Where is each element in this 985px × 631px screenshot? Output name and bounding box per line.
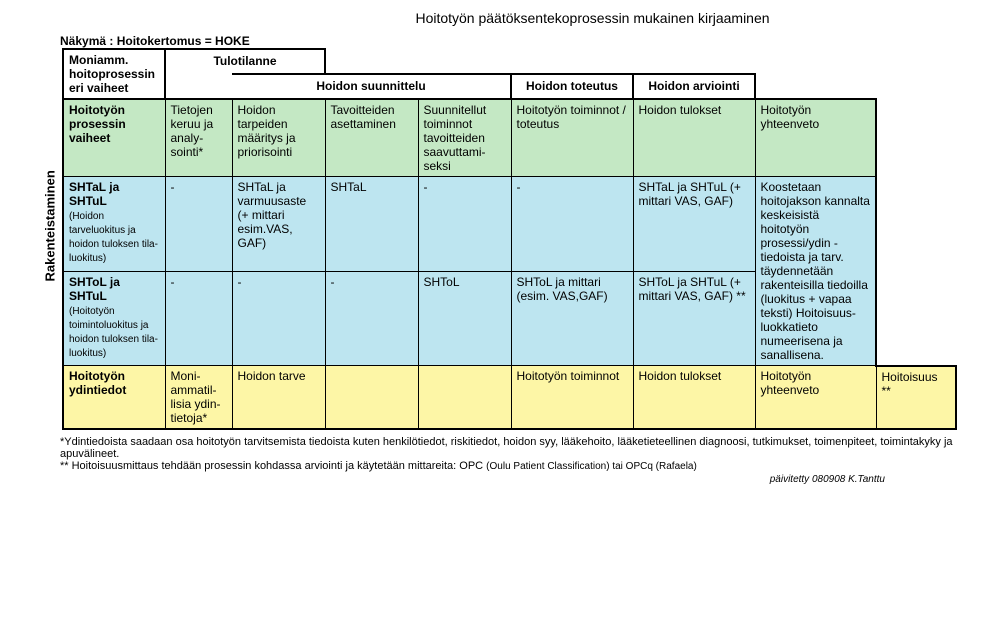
main-table: Moniamm. hoitoprosessin eri vaiheet Tulo…: [40, 48, 957, 430]
page-title: Hoitotyön päätöksentekoprosessin mukaine…: [220, 10, 965, 26]
r1-c5: Hoitotyön toiminnot / toteutus: [511, 99, 633, 177]
hdr-arviointi: Hoidon arviointi: [633, 74, 755, 99]
r1-c7: Hoitotyön yhteenveto: [755, 99, 876, 177]
hdr-moni: Moniamm. hoitoprosessin eri vaiheet: [63, 49, 165, 99]
footnote-2: ** Hoitoisuusmittaus tehdään prosessin k…: [60, 460, 965, 472]
updated-line: päivitetty 080908 K.Tanttu: [60, 474, 885, 485]
r3-c0: SHToL ja SHTuL (Hoitotyön toimintoluokit…: [63, 271, 165, 366]
r2-c2: SHTaL ja varmuusaste (+ mittari esim.VAS…: [232, 177, 325, 272]
r4-c2: Hoidon tarve: [232, 366, 325, 430]
r4-c8: Hoitoisuus **: [876, 366, 956, 430]
footnote-1: *Ydintiedoista saadaan osa hoitotyön tar…: [60, 436, 965, 460]
r3-c4: SHToL: [418, 271, 511, 366]
r2-c5: -: [511, 177, 633, 272]
r2-c6: SHTaL ja SHTuL (+ mittari VAS, GAF): [633, 177, 755, 272]
r2-c1: -: [165, 177, 232, 272]
side-label: Rakenteistaminen: [43, 261, 58, 281]
view-subtitle: Näkymä : Hoitokertomus = HOKE: [60, 34, 965, 48]
r1-c4: Suunnitellut toiminnot tavoitteiden saav…: [418, 99, 511, 177]
hdr-suunnittelu: Hoidon suunnittelu: [232, 74, 511, 99]
r4-c1: Moni-ammatil-lisia ydin-tietoja*: [165, 366, 232, 430]
r4-c5: Hoitotyön toiminnot: [511, 366, 633, 430]
r4-c4: [418, 366, 511, 430]
r3-c5: SHToL ja mittari (esim. VAS,GAF): [511, 271, 633, 366]
r23-merge: Koostetaan hoitojakson kannalta keskeisi…: [755, 177, 876, 366]
r1-c6: Hoidon tulokset: [633, 99, 755, 177]
r4-c7: Hoitotyön yhteenveto: [755, 366, 876, 430]
r1-c1: Tietojen keruu ja analy-sointi*: [165, 99, 232, 177]
r4-c6: Hoidon tulokset: [633, 366, 755, 430]
r2-c0: SHTaL ja SHTuL (Hoidon tarveluokitus ja …: [63, 177, 165, 272]
hdr-tulo: Tulotilanne: [165, 49, 325, 74]
r4-c3: [325, 366, 418, 430]
r2-c3: SHTaL: [325, 177, 418, 272]
r2-c4: -: [418, 177, 511, 272]
r4-c0: Hoitotyön ydintiedot: [63, 366, 165, 430]
r1-c0: Hoitotyön prosessin vaiheet: [63, 99, 165, 177]
footnotes: *Ydintiedoista saadaan osa hoitotyön tar…: [60, 436, 965, 485]
r3-c1: -: [165, 271, 232, 366]
hdr-toteutus: Hoidon toteutus: [511, 74, 633, 99]
r3-c3: -: [325, 271, 418, 366]
r3-c6: SHToL ja SHTuL (+ mittari VAS, GAF) **: [633, 271, 755, 366]
r3-c2: -: [232, 271, 325, 366]
r1-c3: Tavoitteiden asettaminen: [325, 99, 418, 177]
r1-c2: Hoidon tarpeiden määritys ja priorisoint…: [232, 99, 325, 177]
